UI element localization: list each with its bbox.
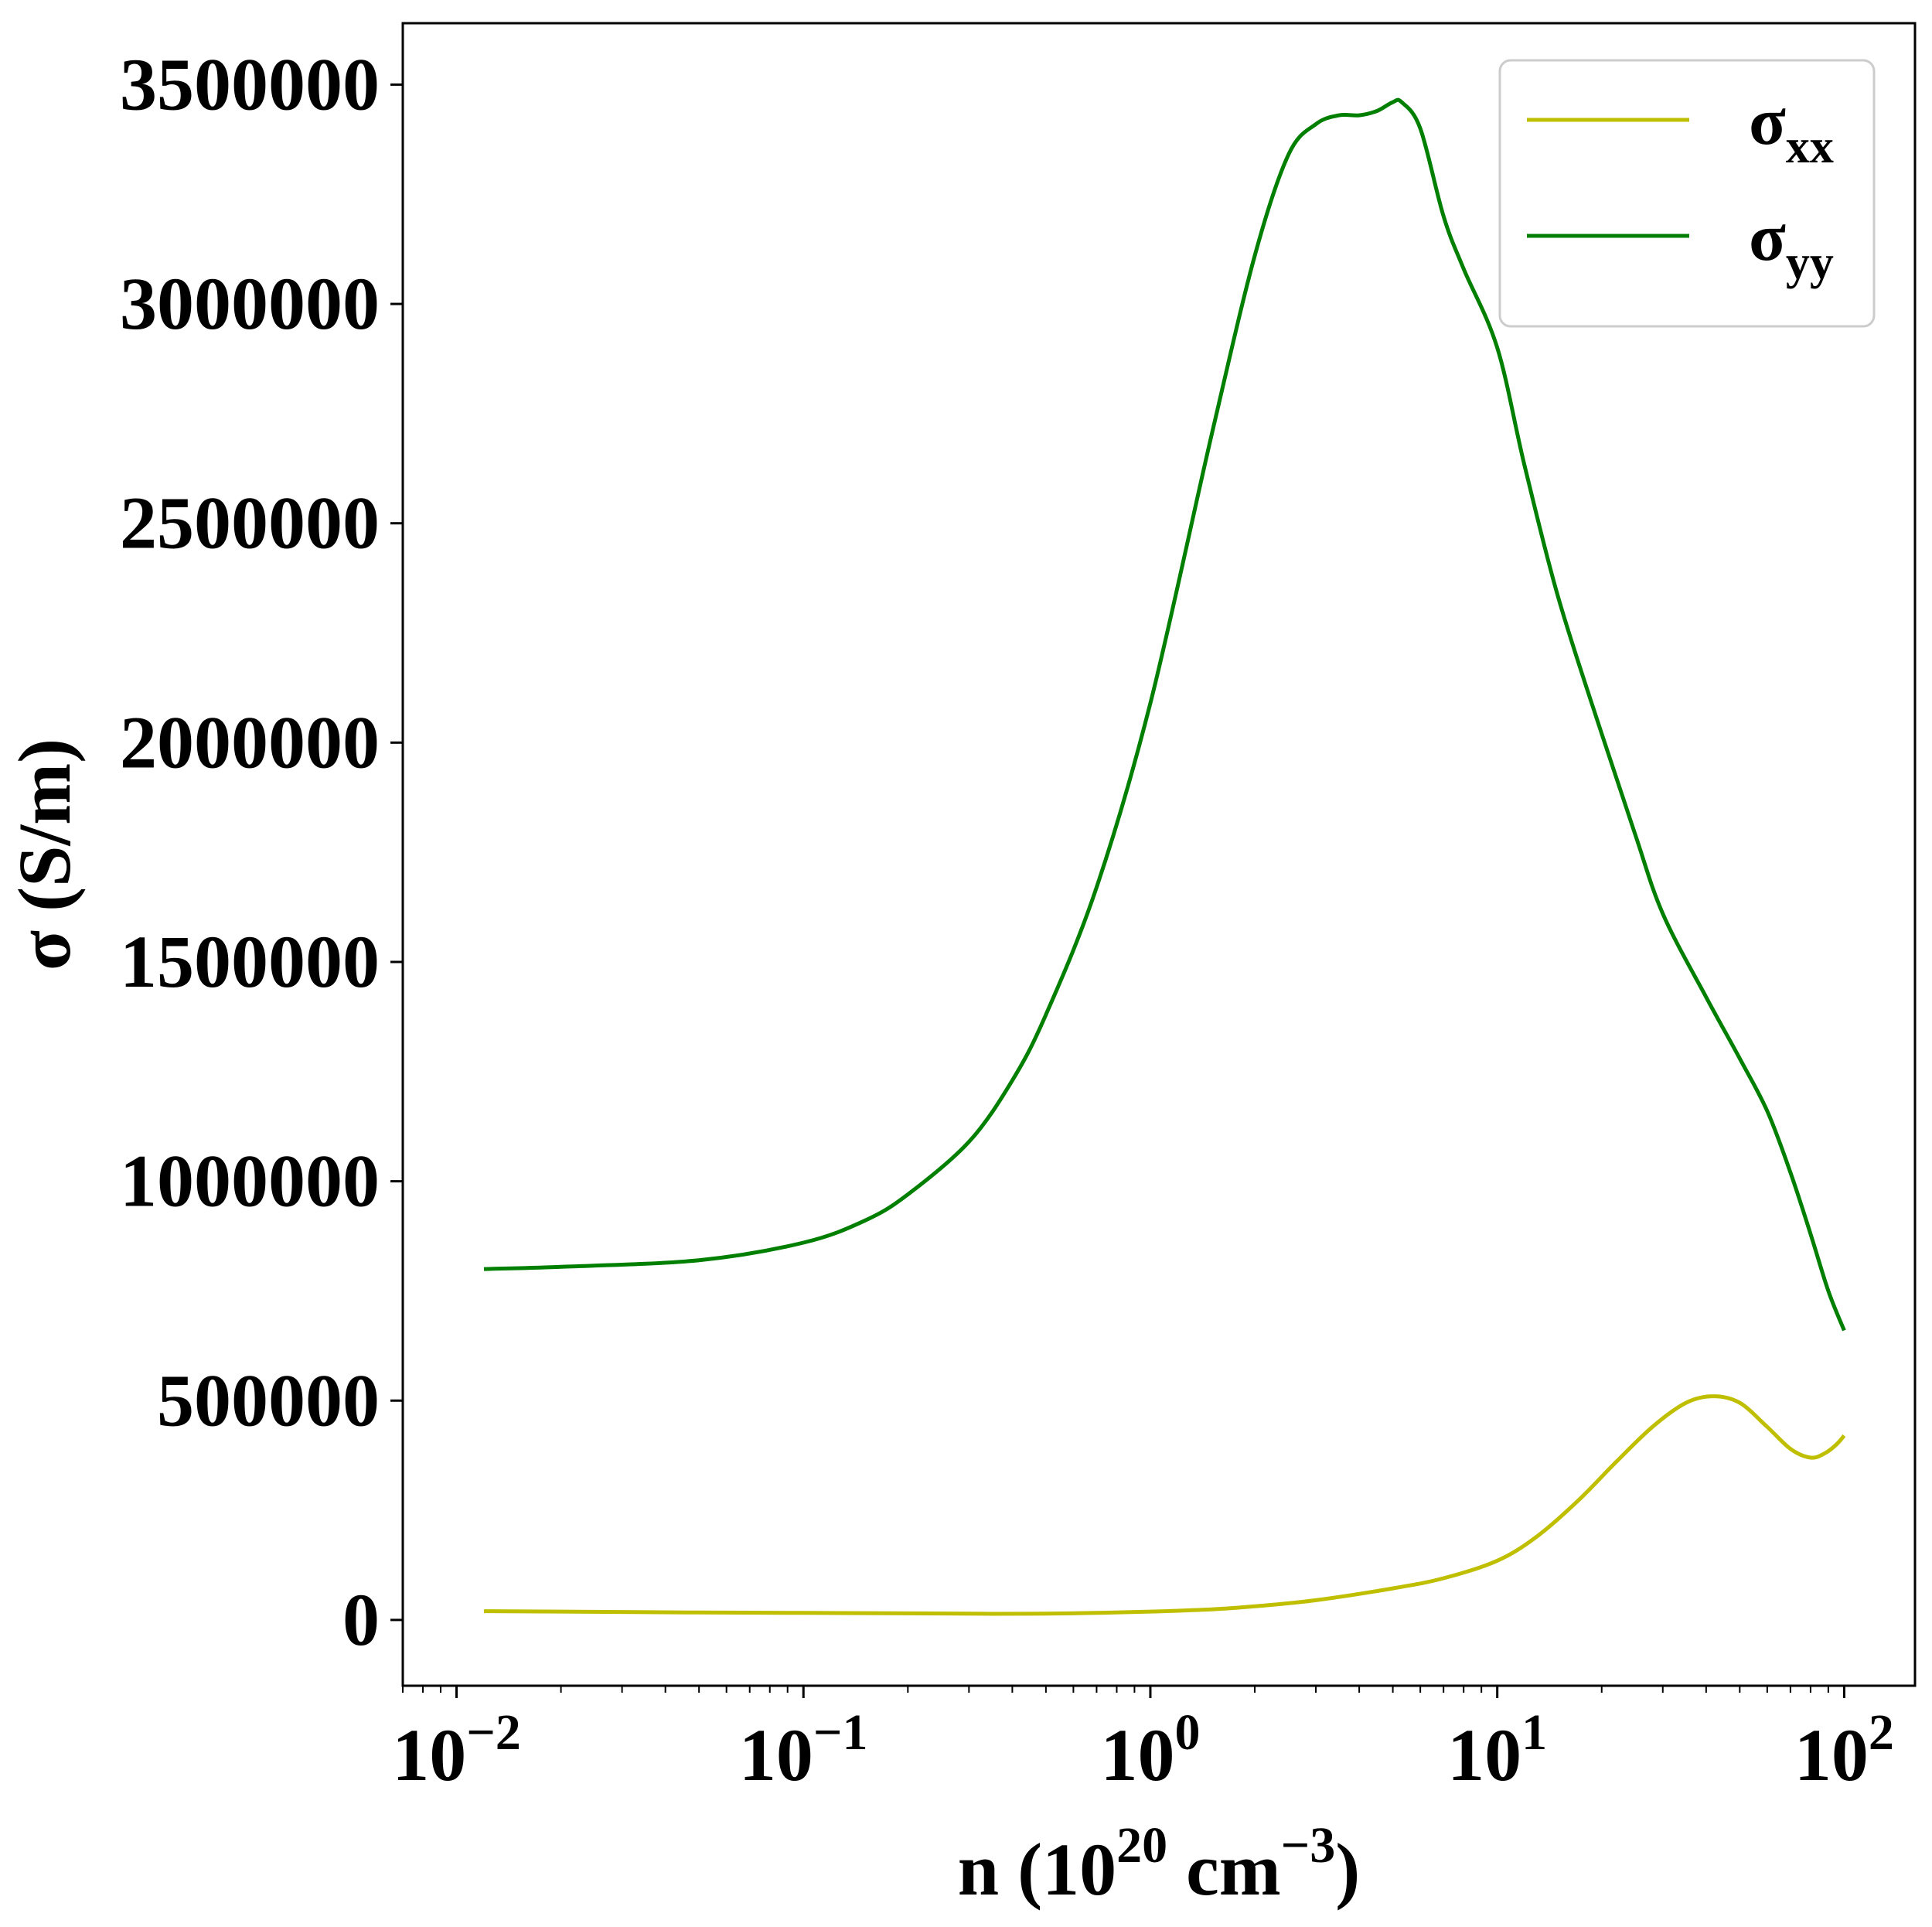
legend-sigma-yy-base: σ [1749,200,1786,275]
y-tick-label: 2000000 [120,701,380,783]
x-tick-label-base: 10 [739,1714,813,1796]
x-tick-label-exp: −1 [813,1704,868,1761]
x-tick-label-base: 10 [392,1714,466,1796]
x-axis-title: n (1020 cm−3) [958,1817,1361,1911]
y-axis-title: σ (S/m) [3,738,86,970]
x-tick-label-exp: 1 [1521,1704,1547,1761]
x-tick-label: 10−1 [739,1704,868,1796]
x-axis-title-unit-exp: −3 [1281,1817,1336,1874]
legend-label-sigma-xx: σxx [1749,84,1834,173]
x-axis-title-exp: 20 [1116,1817,1167,1874]
x-tick-label-base: 10 [1100,1714,1174,1796]
y-tick-label: 3000000 [120,262,380,345]
x-tick-label-exp: 2 [1869,1704,1894,1761]
x-tick-label-exp: 0 [1174,1704,1200,1761]
y-axis: 0 500000 1000000 1500000 2000000 2500000 30000… [120,43,403,1661]
x-tick-label: 100 [1100,1704,1200,1796]
x-axis-title-unit: cm [1167,1828,1281,1911]
y-tick-label: 1000000 [120,1140,380,1223]
x-tick-label-base: 10 [1794,1714,1869,1796]
legend-label-sigma-yy: σyy [1749,200,1834,289]
y-tick-label: 1500000 [120,920,380,1003]
y-tick-label: 500000 [157,1359,380,1441]
legend-sigma-xx-base: σ [1749,84,1786,159]
legend-sigma-yy-sub: yy [1786,237,1834,289]
legend-sigma-xx-sub: xx [1786,121,1834,173]
y-tick-label: 0 [342,1578,380,1661]
legend-frame [1498,59,1876,328]
series-layer [483,97,1846,1616]
plot-frame [401,22,1917,1687]
x-tick-label: 102 [1794,1704,1894,1796]
x-tick-label: 10−2 [392,1704,521,1796]
series-line-sigma-xx [483,1394,1846,1616]
legend: σxx σyy [1498,59,1876,328]
x-axis-title-end: ) [1335,1828,1360,1911]
x-tick-label-exp: −2 [466,1704,521,1761]
x-tick-label-base: 10 [1447,1714,1521,1796]
x-tick-label: 101 [1447,1704,1547,1796]
series-line-sigma-yy [483,97,1846,1332]
x-axis: 10−2 10−1 100 101 102 [392,1686,1894,1796]
y-tick-label: 3500000 [120,43,380,125]
y-tick-label: 2500000 [120,482,380,564]
x-axis-title-main: n (10 [958,1828,1116,1911]
